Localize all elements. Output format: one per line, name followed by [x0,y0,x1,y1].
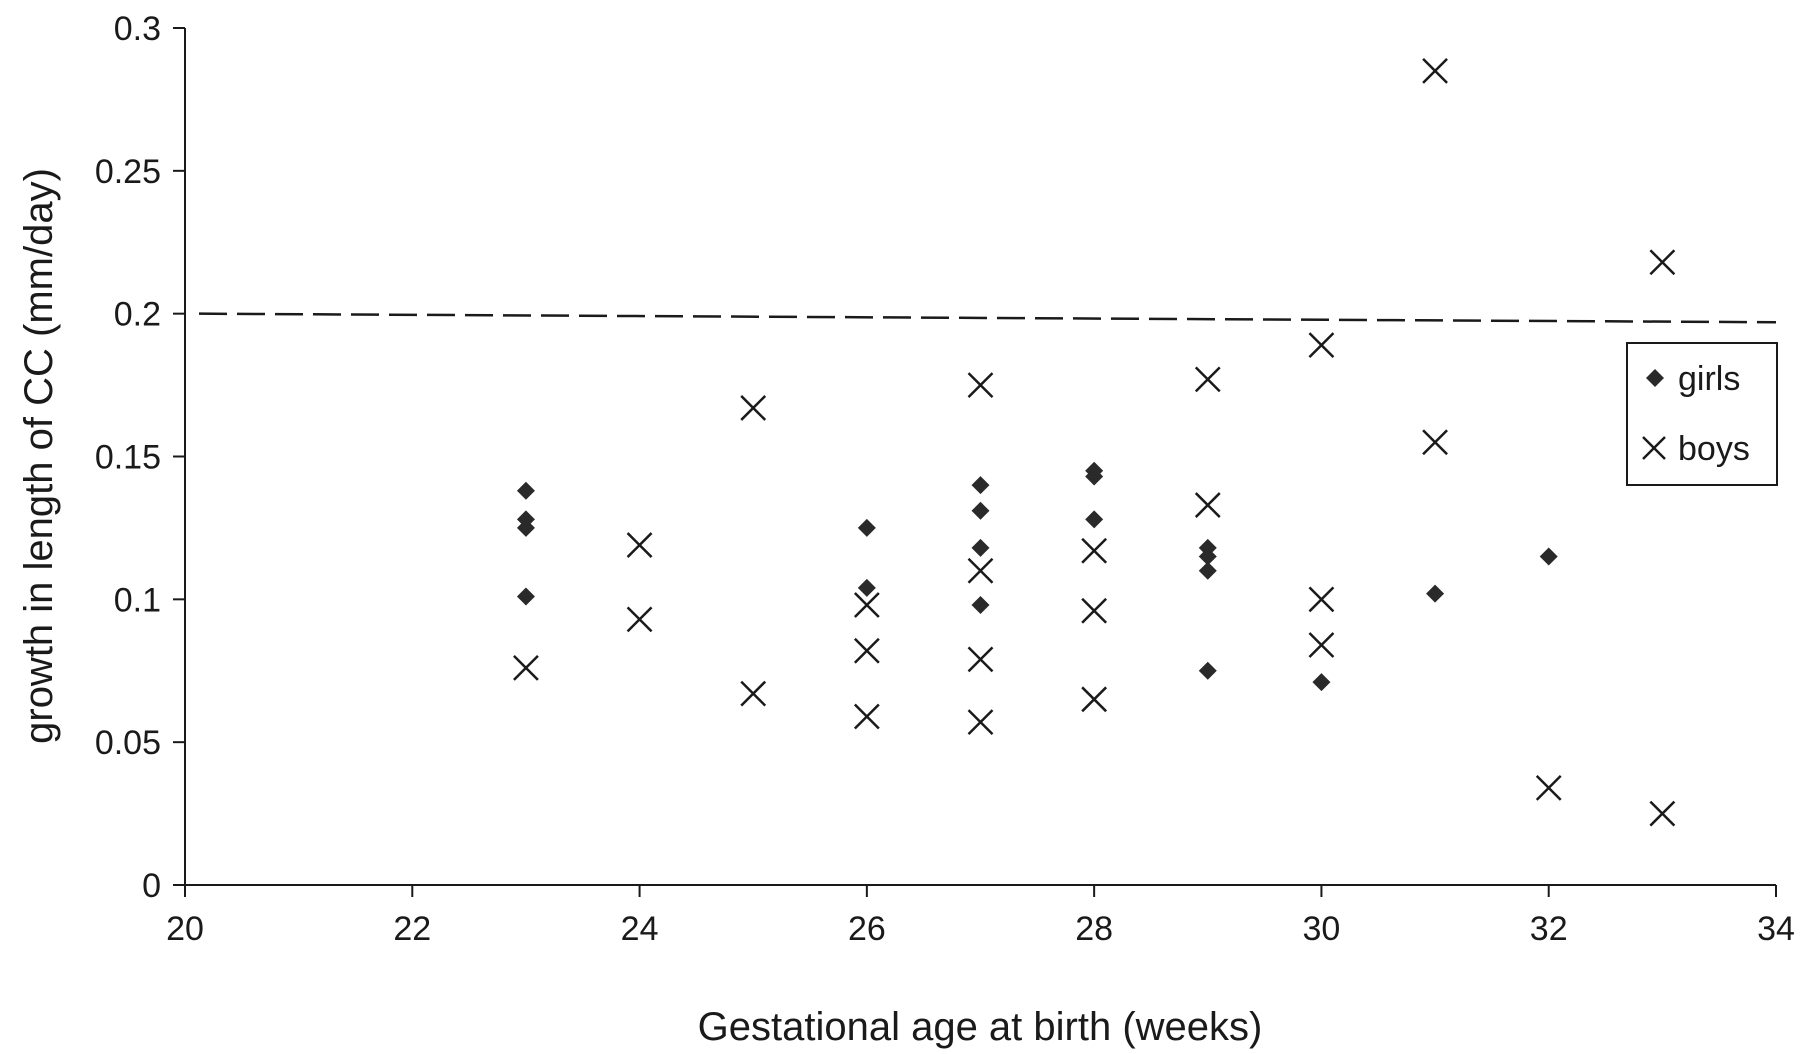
x-axis-title: Gestational age at birth (weeks) [698,1005,1263,1049]
girls-point [516,481,535,500]
x-tick-label: 30 [1303,910,1341,948]
girls-point [516,587,535,606]
boys-point [1081,686,1108,713]
y-tick-label: 0.05 [95,724,161,762]
boys-point [853,592,880,618]
boys-point [1308,632,1335,658]
y-ticks: 0 0.05 0.1 0.15 0.2 0.25 0.3 [95,10,185,905]
girls-point [1198,661,1217,680]
boys-point [853,703,880,730]
y-tick-label: 0.15 [95,439,161,477]
axes [184,28,1776,886]
girls-point [971,476,990,495]
x-tick-label: 26 [848,910,886,948]
boys-point [1308,332,1335,358]
x-tick-label: 34 [1757,910,1795,948]
girls-point [971,596,990,615]
girls-point [857,578,876,597]
legend-girls-label: girls [1678,360,1740,398]
girls-point [516,518,535,537]
legend-box [1626,342,1778,486]
x-tick-label: 22 [393,910,431,948]
legend-girls-marker [1646,369,1664,387]
boys-point [853,637,880,664]
y-tick-label: 0.3 [114,10,161,48]
boys-point [967,709,994,736]
x-tick-label: 28 [1075,910,1113,948]
y-tick-label: 0.25 [95,153,161,191]
boys-point [1422,429,1448,456]
legend: girls boys [1626,342,1778,486]
boys-point [967,557,994,584]
x-tick-label: 32 [1530,910,1568,948]
girls-point [971,501,990,520]
boys-point [967,646,994,673]
series-girls [516,461,1558,692]
boys-point [1081,597,1108,624]
boys-point [1308,586,1335,613]
girls-point [857,518,876,537]
boys-point [626,606,653,633]
x-tick-label: 20 [166,910,204,948]
y-axis-title: growth in length of CC (mm/day) [17,168,61,744]
girls-point [1085,467,1104,486]
x-ticks: 20 22 24 26 28 30 32 34 [166,885,1795,948]
legend-boys-label: boys [1678,430,1750,468]
legend-boys-marker [1642,436,1666,460]
boys-point [1422,57,1448,84]
boys-point [626,532,653,558]
series-boys [513,57,1676,827]
boys-point [967,372,994,398]
boys-point [740,680,767,707]
boys-point [1535,774,1562,801]
girls-point [1426,584,1445,603]
x-tick-label: 24 [621,910,659,948]
boys-point [513,655,539,681]
boys-point [1081,537,1108,564]
boys-point [1194,366,1221,393]
girls-point [1198,547,1217,566]
girls-point [1539,547,1558,566]
girls-point [1312,673,1331,692]
y-tick-label: 0.2 [114,296,161,334]
boys-point [1649,800,1676,827]
boys-point [740,395,767,421]
reference-line-dashed [198,312,1777,324]
y-tick-label: 0.1 [114,581,161,619]
girls-point [1198,561,1217,580]
girls-point [971,538,990,557]
boys-point [1649,249,1676,276]
boys-point [1194,492,1221,518]
girls-point [1085,510,1104,529]
y-tick-label: 0 [142,867,161,905]
